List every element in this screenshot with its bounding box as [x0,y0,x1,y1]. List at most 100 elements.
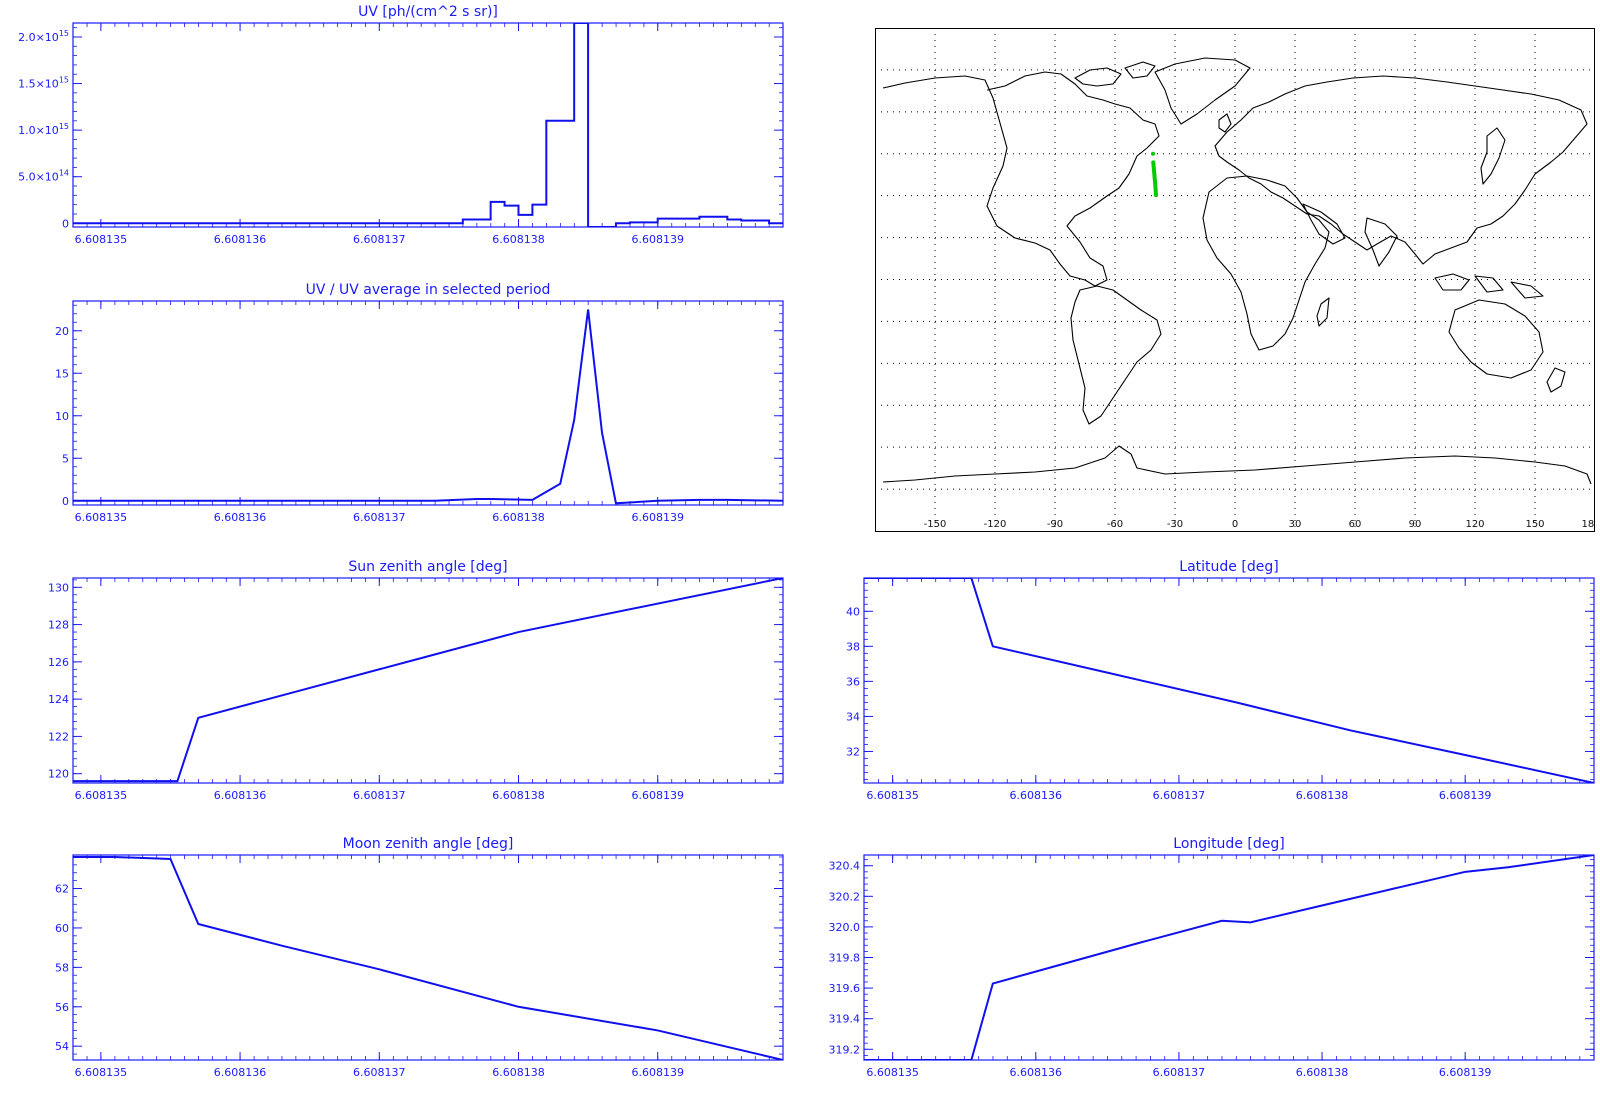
japan-coast [1480,127,1506,185]
latitude-chart-title: Latitude [deg] [1179,559,1278,575]
latitude-x-tick-label: 6.608137 [1153,789,1206,802]
sun-zenith-y-tick-label: 126 [48,656,69,669]
longitude-tick-labels: -150 -120 -90 -60 -30 0 30 60 90 120 150 180 [924,519,1595,530]
sun-zenith-y-tick-label: 130 [48,581,69,594]
sun-zenith-chart-title: Sun zenith angle [deg] [348,559,507,575]
longitude-x-tick-label: 6.608136 [1010,1066,1063,1079]
moon-zenith-chart-title: Moon zenith angle [deg] [343,836,514,852]
moon-zenith-x-tick-label: 6.608138 [492,1066,545,1079]
moon-zenith-y-tick-label: 60 [55,922,69,935]
uv-ratio-y-tick-label: 20 [55,325,69,338]
uv-ratio-x-tick-label: 6.608136 [214,511,267,524]
africa-coast [1202,175,1330,351]
uv-y-tick-label-base: 5.0×10 [18,171,59,184]
sun-zenith-chart: Sun zenith angle [deg] 6.608135 6.608136 6… [48,559,784,802]
uv-chart-title: UV [ph/(cm^2 s sr)] [358,4,498,20]
arctic-islands-coast [1074,61,1156,87]
south-america-coast [1070,285,1162,425]
uv-ratio-y-tick-label: 0 [62,495,69,508]
uv-ratio-x-tick-label: 6.608138 [492,511,545,524]
map-lon-tick-label: -60 [1107,519,1123,530]
coastlines [882,57,1592,485]
latitude-chart: Latitude [deg] 6.608135 6.608136 6.608137 6… [846,559,1595,802]
longitude-x-tick-label: 6.608139 [1439,1066,1492,1079]
latitude-y-tick-label: 38 [846,640,860,653]
longitude-chart-title: Longitude [deg] [1173,836,1284,852]
uv-y-tick-label-base: 1.0×10 [18,124,59,137]
uv-ratio-x-tick-label: 6.608137 [353,511,406,524]
latitude-y-tick-label: 40 [846,605,860,618]
latitude-x-tick-label: 6.608135 [866,789,919,802]
longitude-y-tick-label: 320.4 [829,860,861,873]
longitude-y-tick-label: 320.0 [829,921,861,934]
sun-zenith-y-tick-label: 124 [48,693,69,706]
india-coast [1364,217,1398,267]
uv-ratio-x-tick-label: 6.608135 [75,511,128,524]
orbit-start-marker [1151,151,1155,156]
uv-y-tick-label: 1.5×1015 [18,76,69,91]
longitude-y-tick-label: 319.2 [829,1043,861,1056]
uv-y-tick-label: 1.0×1015 [18,122,69,137]
moon-zenith-y-tick-label: 56 [55,1001,69,1014]
uv-series-line [73,23,783,227]
uv-x-tick-label: 6.608139 [631,233,684,246]
map-lon-tick-label: 0 [1232,519,1238,530]
map-lon-tick-label: -30 [1167,519,1183,530]
uv-y-tick-label-exponent: 15 [59,76,69,85]
uv-y-tick-label-exponent: 15 [59,29,69,38]
uv-ratio-x-tick-label: 6.608139 [631,511,684,524]
arabia-coast [1302,203,1346,245]
uv-ratio-series-line [73,309,783,505]
longitude-series-line [864,855,1594,1060]
sun-zenith-y-tick-label: 122 [48,730,69,743]
uv-ratio-chart: UV / UV average in selected period 6.608… [55,282,784,524]
uv-ratio-plot-frame [72,300,784,506]
uv-ratio-y-tick-label: 5 [62,452,69,465]
sun-zenith-plot-frame [72,577,784,784]
sun-zenith-x-tick-label: 6.608137 [353,789,406,802]
antarctica-coast [882,445,1592,485]
uv-x-tick-label: 6.608137 [353,233,406,246]
latitude-plot-frame [863,577,1595,784]
map-lon-tick-label: 150 [1525,519,1544,530]
uv-y-tick-label: 5.0×1014 [18,169,69,184]
longitude-y-tick-label: 319.4 [829,1013,861,1026]
longitude-plot-frame [863,854,1595,1061]
greenland-coast [1154,57,1251,125]
moon-zenith-x-tick-label: 6.608136 [214,1066,267,1079]
moon-zenith-x-tick-label: 6.608137 [353,1066,406,1079]
uv-x-tick-label: 6.608136 [214,233,267,246]
map-lon-tick-label: 180 [1581,519,1595,530]
map-lon-tick-label: 60 [1349,519,1362,530]
longitude-x-tick-label: 6.608135 [866,1066,919,1079]
uv-y-tick-label-base: 0 [62,217,69,230]
map-lon-tick-label: 120 [1465,519,1484,530]
uv-y-tick-label: 0 [62,217,69,230]
uv-ratio-y-tick-label: 10 [55,410,69,423]
moon-zenith-plot-frame [72,854,784,1061]
uv-x-tick-label: 6.608138 [492,233,545,246]
uv-chart: UV [ph/(cm^2 s sr)] 6.608135 6.608136 6.60… [18,4,784,246]
latitude-x-tick-label: 6.608139 [1439,789,1492,802]
uv-y-tick-label-exponent: 14 [59,169,69,178]
latitude-x-tick-label: 6.608136 [1010,789,1063,802]
uv-y-tick-label: 2.0×1015 [18,29,69,44]
map-lon-tick-label: -120 [984,519,1007,530]
uv-plot-frame [72,22,784,228]
moon-zenith-chart: Moon zenith angle [deg] 6.608135 6.608136… [55,836,784,1079]
sun-zenith-y-tick-label: 128 [48,619,69,632]
sun-zenith-x-tick-label: 6.608139 [631,789,684,802]
eurasia-coast [1214,75,1588,265]
moon-zenith-y-tick-label: 62 [55,883,69,896]
madagascar-coast [1316,297,1330,327]
sun-zenith-x-tick-label: 6.608136 [214,789,267,802]
moon-zenith-x-tick-label: 6.608135 [75,1066,128,1079]
uv-y-tick-label-exponent: 15 [59,122,69,131]
sun-zenith-y-tick-label: 120 [48,768,69,781]
moon-zenith-y-tick-label: 54 [55,1040,69,1053]
uv-x-tick-label: 6.608135 [75,233,128,246]
sun-zenith-x-tick-label: 6.608135 [75,789,128,802]
longitude-y-tick-label: 319.6 [829,982,861,995]
latitude-series-line [864,578,1594,783]
